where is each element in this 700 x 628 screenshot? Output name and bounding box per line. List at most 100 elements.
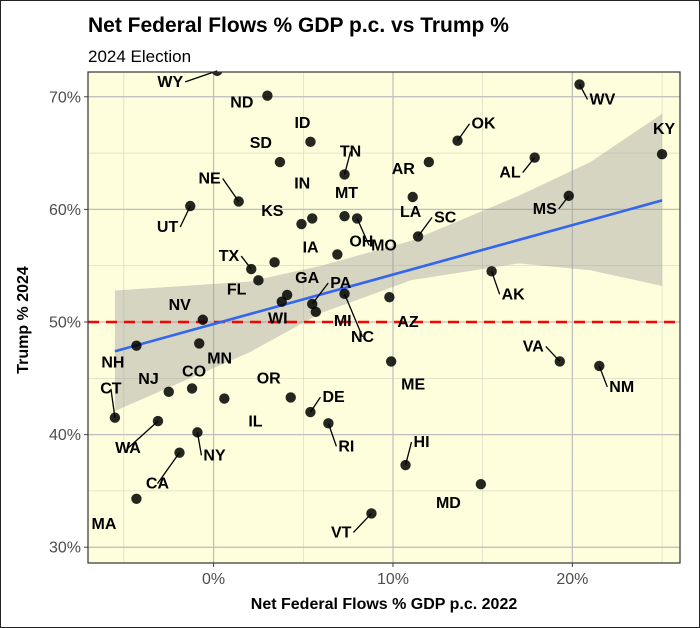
point-label-sc: SC — [434, 209, 457, 226]
chart-title: Net Federal Flows % GDP p.c. vs Trump % — [88, 14, 509, 37]
point-de — [305, 406, 316, 418]
point-az — [384, 292, 395, 303]
point-label-fl: FL — [227, 281, 247, 298]
point-label-ak: AK — [502, 286, 526, 303]
point-tn — [339, 169, 350, 180]
y-tick-label: 30% — [49, 540, 81, 557]
point-tx — [246, 263, 257, 275]
point-label-md: MD — [436, 495, 461, 512]
point-label-ga: GA — [295, 270, 319, 287]
point-label-ne: NE — [198, 171, 221, 188]
point-mt — [339, 210, 350, 222]
point-wy — [212, 72, 223, 77]
point-mo — [351, 213, 363, 224]
point-nv — [197, 314, 209, 325]
point-label-oh: OH — [349, 233, 373, 250]
point-wa — [152, 415, 164, 427]
point-ma — [131, 493, 142, 505]
chart-subtitle: 2024 Election — [88, 47, 191, 66]
point-label-tn: TN — [340, 143, 361, 160]
point-sc — [412, 231, 424, 242]
label-leader-wy — [184, 70, 218, 83]
point-nd — [262, 90, 273, 101]
point-md — [475, 478, 487, 490]
point-label-co: CO — [182, 363, 206, 380]
point-nj — [163, 386, 174, 398]
point-label-ar: AR — [392, 161, 416, 178]
point-ri — [323, 418, 334, 429]
point-label-nh: NH — [101, 355, 124, 372]
point-ak — [486, 266, 497, 277]
point-label-nc: NC — [351, 329, 375, 346]
y-tick-label: 50% — [49, 315, 81, 332]
x-tick-label: 10% — [377, 571, 409, 588]
point-in — [307, 213, 318, 224]
point-label-mn: MN — [207, 350, 232, 367]
point-fl — [253, 275, 264, 286]
plot-border — [87, 71, 681, 564]
point-label-hi: HI — [414, 434, 430, 451]
points-layer: WY ND ID SD TN OK WV KY IN KS NE UT MT AR LA AL MS SC MOOH… — [92, 70, 676, 541]
point-ca — [174, 447, 185, 458]
point-hi — [400, 459, 411, 471]
point-me — [385, 356, 397, 367]
point-ok — [452, 135, 463, 146]
point-label-nj: NJ — [138, 371, 158, 388]
point-label-tx: TX — [219, 248, 240, 265]
point-nc — [339, 288, 350, 300]
point-label-mo: MO — [371, 237, 397, 254]
point-ar — [423, 156, 435, 168]
point-label-wa: WA — [115, 440, 141, 457]
point-label-ct: CT — [100, 381, 122, 398]
point-va — [554, 356, 566, 367]
point-label-ky: KY — [653, 121, 676, 138]
point-label-il: IL — [248, 414, 262, 431]
point-label-wv: WV — [590, 91, 616, 108]
point-ks — [296, 218, 307, 230]
y-tick-label: 70% — [49, 89, 81, 106]
trend-line — [114, 199, 663, 353]
point-nh — [131, 340, 142, 351]
point-ky — [656, 149, 668, 160]
point-label-de: DE — [322, 389, 345, 406]
point-label-ia: IA — [303, 239, 319, 256]
point-label-in: IN — [294, 175, 310, 192]
point-label-ca: CA — [146, 476, 170, 493]
point-label-ma: MA — [92, 516, 117, 533]
label-leader-ca — [156, 452, 181, 485]
point-label-wy: WY — [157, 74, 183, 91]
point-mn — [194, 338, 205, 349]
point-label-ms: MS — [533, 201, 557, 218]
point-vt — [366, 508, 377, 519]
point-label-wi: WI — [268, 311, 288, 328]
point-ne — [233, 196, 244, 207]
y-axis-title: Trump % 2024 — [15, 266, 32, 374]
label-leader-nc — [343, 293, 364, 338]
point-label-vt: VT — [331, 524, 352, 541]
point-label-mi: MI — [334, 313, 352, 330]
point-label-ok: OK — [472, 116, 496, 133]
point-label-me: ME — [401, 376, 425, 393]
point-ny — [192, 427, 203, 438]
point-label-ri: RI — [338, 438, 354, 455]
x-tick-label: 0% — [202, 571, 225, 588]
point-label-al: AL — [499, 165, 521, 182]
point-label-nd: ND — [230, 95, 253, 112]
point-label-va: VA — [523, 338, 544, 355]
point-label-ut: UT — [157, 219, 179, 236]
point-label-or: OR — [257, 370, 281, 387]
confidence-band — [114, 113, 663, 411]
point-pa — [307, 298, 318, 310]
point-ut — [185, 200, 196, 212]
point-label-nv: NV — [169, 297, 192, 314]
y-tick-label: 40% — [49, 427, 81, 444]
x-axis-title: Net Federal Flows % GDP p.c. 2022 — [251, 596, 518, 613]
point-wi — [276, 296, 287, 307]
point-id — [305, 136, 316, 148]
plot-area: 30% 40% 50% 60% 70% 0% 10% 20% WY ND ID SD TN OK WV KY I… — [49, 70, 681, 588]
point-mi — [310, 306, 322, 318]
point-sd — [274, 156, 286, 168]
point-label-id: ID — [294, 115, 310, 132]
point-label-az: AZ — [397, 314, 419, 331]
